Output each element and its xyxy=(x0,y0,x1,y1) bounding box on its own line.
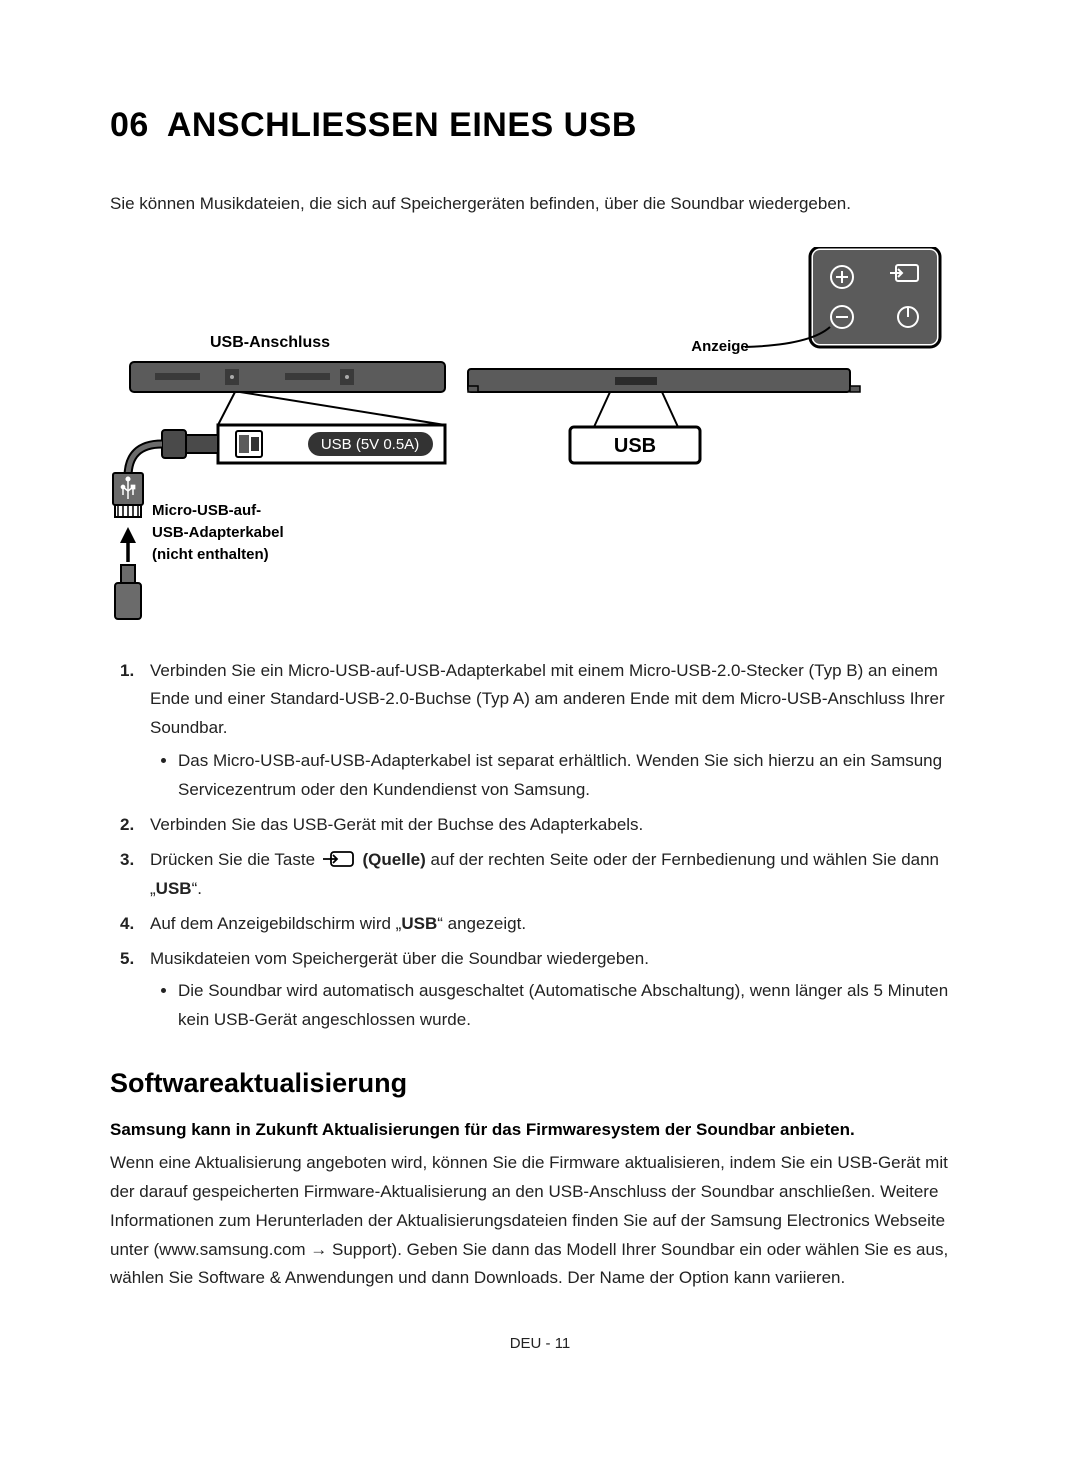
step-4a: Auf dem Anzeigebildschirm wird „ xyxy=(150,914,401,933)
callout-line xyxy=(594,392,610,427)
step-4: Auf dem Anzeigebildschirm wird „USB“ ang… xyxy=(110,910,970,939)
soundbar-bottom-view xyxy=(130,362,445,392)
instructions-list: Verbinden Sie ein Micro-USB-auf-USB-Adap… xyxy=(110,657,970,1036)
step-4-usb: USB xyxy=(401,914,437,933)
label-usb-port: USB-Anschluss xyxy=(210,334,330,351)
step-3a: Drücken Sie die Taste xyxy=(150,850,320,869)
software-body: Wenn eine Aktualisierung angeboten wird,… xyxy=(110,1149,970,1293)
connection-diagram: USB-Anschluss Anzeige USB (5V 0.5A) xyxy=(110,247,970,627)
software-heading: Softwareaktualisierung xyxy=(110,1063,970,1104)
callout-line xyxy=(240,392,445,425)
heading-number: 06 xyxy=(110,106,149,144)
usb-mode-badge: USB xyxy=(614,435,656,457)
step-1-text: Verbinden Sie ein Micro-USB-auf-USB-Adap… xyxy=(150,661,945,738)
step-3-source: (Quelle) xyxy=(363,850,426,869)
label-display: Anzeige xyxy=(691,338,749,355)
adapter-label-1: Micro-USB-auf- xyxy=(152,502,261,519)
heading-title: ANSCHLIESSEN EINES USB xyxy=(167,106,637,144)
page-footer: DEU - 11 xyxy=(110,1333,970,1356)
adapter-label-2: USB-Adapterkabel xyxy=(152,524,284,541)
step-3c: “. xyxy=(192,879,202,898)
step-5-text: Musikdateien vom Speichergerät über die … xyxy=(150,949,649,968)
step-4b: “ angezeigt. xyxy=(437,914,526,933)
remote-control-icon xyxy=(810,247,940,347)
usb-a-female-icon xyxy=(113,473,143,517)
step-3: Drücken Sie die Taste (Quelle) auf der r… xyxy=(110,846,970,904)
step-1: Verbinden Sie ein Micro-USB-auf-USB-Adap… xyxy=(110,657,970,805)
callout-line xyxy=(218,392,235,425)
diagram-svg: USB-Anschluss Anzeige USB (5V 0.5A) xyxy=(110,247,950,627)
soundbar-front-view xyxy=(468,369,860,392)
adapter-label-3: (nicht enthalten) xyxy=(152,546,269,563)
up-arrow-icon xyxy=(120,527,136,562)
page-heading: 06 ANSCHLIESSEN EINES USB xyxy=(110,100,970,151)
micro-usb-plug xyxy=(128,430,218,477)
step-5-sub: Die Soundbar wird automatisch ausgeschal… xyxy=(178,977,970,1035)
step-1-sub: Das Micro-USB-auf-USB-Adapterkabel ist s… xyxy=(178,747,970,805)
software-bold: Samsung kann in Zukunft Aktualisierungen… xyxy=(110,1116,970,1143)
intro-text: Sie können Musikdateien, die sich auf Sp… xyxy=(110,191,970,217)
usb-spec-badge: USB (5V 0.5A) xyxy=(321,436,419,453)
step-2: Verbinden Sie das USB-Gerät mit der Buch… xyxy=(110,811,970,840)
callout-line xyxy=(662,392,678,427)
usb-stick-icon xyxy=(115,565,141,619)
step-3-usb: USB xyxy=(156,879,192,898)
micro-usb-detail: USB (5V 0.5A) xyxy=(218,425,445,463)
source-icon xyxy=(322,851,354,867)
step-5: Musikdateien vom Speichergerät über die … xyxy=(110,945,970,1036)
